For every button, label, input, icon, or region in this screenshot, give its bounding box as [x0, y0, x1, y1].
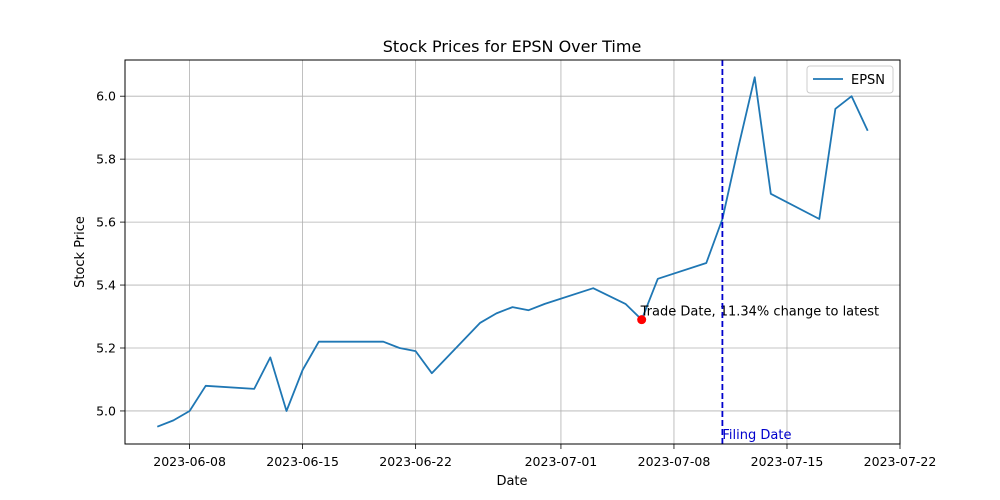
series-line-epsn [156, 76, 869, 428]
x-tick-label: 2023-07-01 [525, 454, 598, 469]
trade-date-label: Trade Date, 11.34% change to latest [640, 305, 879, 320]
y-tick-label: 5.2 [96, 341, 116, 356]
x-tick-label: 2023-06-22 [379, 454, 452, 469]
grid-lines [125, 60, 901, 444]
y-tick-label: 5.4 [96, 278, 116, 293]
x-tick-label: 2023-07-15 [751, 454, 824, 469]
y-tick-label: 5.8 [96, 152, 116, 167]
trade-date-marker [637, 315, 647, 325]
x-axis-title: Date [496, 474, 527, 489]
x-tick-label: 2023-06-15 [266, 454, 339, 469]
x-tick-label: 2023-07-22 [864, 454, 937, 469]
plot-frame [124, 59, 901, 445]
annotations-layer: Trade Date, 11.34% change to latest Filin… [637, 60, 879, 444]
legend-box [806, 65, 894, 94]
y-tick-label: 6.0 [96, 89, 116, 104]
y-tick-label: 5.0 [96, 403, 116, 418]
y-axis-title: Stock Price [73, 216, 88, 288]
filing-date-label: Filing Date [722, 428, 791, 443]
legend: EPSN [806, 65, 894, 94]
x-tick-label: 2023-07-08 [638, 454, 711, 469]
x-axis: 2023-06-08 2023-06-15 2023-06-22 2023-07-01… [153, 444, 936, 469]
legend-label-epsn: EPSN [851, 73, 885, 88]
chart-title: Stock Prices for EPSN Over Time [383, 37, 642, 56]
y-tick-label: 5.6 [96, 215, 116, 230]
x-tick-label: 2023-06-08 [153, 454, 226, 469]
series-layer [156, 76, 869, 428]
y-axis: 5.0 5.2 5.4 5.6 5.8 6.0 [96, 89, 125, 418]
